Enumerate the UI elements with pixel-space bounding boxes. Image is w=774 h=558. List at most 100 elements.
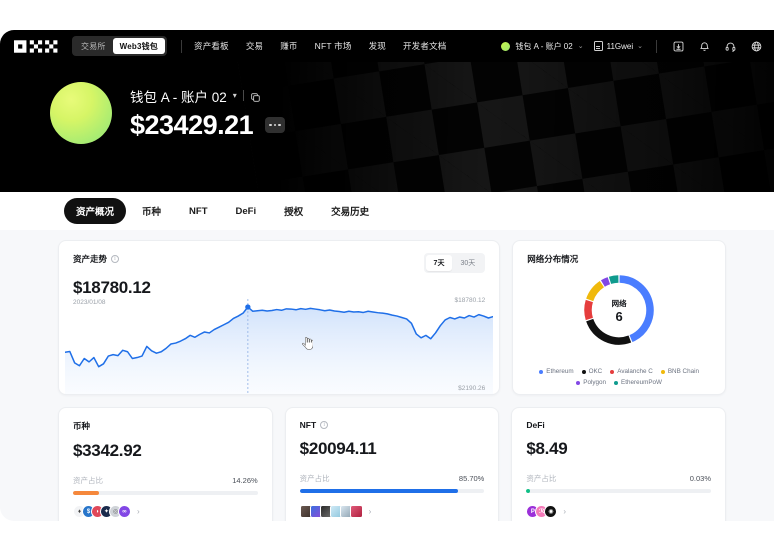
nav-right-group: 钱包 A - 账户 02 ⌄ 11Gwei ⌄ [501,38,764,54]
wallet-account-selector[interactable]: 钱包 A - 账户 02 ▾ [130,86,285,106]
tab-transaction-history[interactable]: 交易历史 [331,207,370,218]
chevron-right-icon[interactable]: › [563,507,567,516]
top-navigation-bar: 交易所 Web3钱包 资产看板 交易 赚币 NFT 市场 发现 开发者文档 钱包… [0,30,774,62]
nav-link-developer-docs[interactable]: 开发者文档 [402,41,447,51]
tab-nft[interactable]: NFT [189,205,208,217]
token-ratio-label: 资产占比 [73,476,103,485]
tab-defi[interactable]: DeFi [235,205,257,217]
token-ratio-bar [73,491,258,495]
app-page: 交易所 Web3钱包 资产看板 交易 赚币 NFT 市场 发现 开发者文档 钱包… [0,30,774,521]
nav-link-nft-market[interactable]: NFT 市场 [314,41,352,51]
donut-segment-okc[interactable] [586,318,632,345]
divider [242,90,244,101]
nav-divider [181,39,183,53]
token-card-value: $3342.92 [73,441,142,460]
switcher-exchange[interactable]: 交易所 [81,41,106,51]
avatar [50,82,112,144]
nft-card-title: NFT i [300,420,485,430]
donut-segment-bnb-chain[interactable] [586,281,605,302]
tab-bar: 资产概况 币种 NFT DeFi 授权 交易历史 [0,192,774,230]
nft-summary-card[interactable]: NFT i $20094.11 资产占比 85.70% [284,407,500,521]
defi-summary-card[interactable]: DeFi $8.49 资产占比 0.03% P ℛ ◉ › [511,407,727,521]
legend-item-ethereum[interactable]: Ethereum [539,368,574,375]
token-ratio-value: 14.26% [232,476,258,485]
nft-ratio-label: 资产占比 [299,474,330,483]
network-legend: Ethereum OKC Avalanche C BNB Chain Polyg… [521,368,717,386]
range-7d[interactable]: 7天 [425,255,453,271]
tab-overview[interactable]: 资产概况 [64,198,127,224]
chevron-down-icon: ⌄ [577,43,584,50]
download-icon[interactable] [670,38,686,54]
defi-ratio-value: 0.03% [689,474,712,483]
defi-ratio-bar [526,489,712,493]
asset-trend-date: 2023/01/08 [73,299,106,306]
asset-trend-chart[interactable]: $18780.12 $2190.26 [65,297,494,394]
headset-icon[interactable] [722,38,738,54]
network-donut-chart [513,271,725,349]
nft-card-value: $20094.11 [299,439,377,458]
donut-segment-avalanche-c[interactable] [584,299,594,321]
defi-card-title: DeFi [526,420,545,430]
product-switcher[interactable]: 交易所 Web3钱包 [72,36,168,56]
donut-segment-ethereumpow[interactable] [609,275,619,284]
donut-center-text: 网络 6 [513,298,725,324]
mouse-cursor [302,337,314,350]
nft-thumb-6 [349,505,363,518]
token-summary-card[interactable]: 币种 $3342.92 资产占比 14.26% ♦ $ ◗ ✦ ◎ [58,407,273,521]
nft-icon-row[interactable]: › [299,505,372,518]
chevron-right-icon[interactable]: › [368,507,372,516]
info-icon[interactable]: i [320,421,329,429]
defi-card-value: $8.49 [526,439,568,458]
globe-icon[interactable] [748,38,764,54]
legend-item-avalanche-c[interactable]: Avalanche C [610,368,653,375]
token-purple-icon: ∞ [118,505,131,518]
range-30d[interactable]: 30天 [460,260,476,267]
wallet-account-name: 钱包 A - 账户 02 [130,89,227,105]
chevron-right-icon[interactable]: › [137,507,140,516]
nav-link-discover[interactable]: 发现 [368,41,386,51]
tab-tokens[interactable]: 币种 [142,207,162,218]
nav-divider [656,39,657,53]
gas-price-label: 11Gwei [606,41,634,51]
protocol-black-icon: ◉ [544,505,558,518]
nft-ratio-value: 85.70% [458,474,485,483]
total-balance: $23429.21 [130,109,254,140]
okx-logo[interactable] [14,39,58,53]
nav-link-assets[interactable]: 资产看板 [194,41,229,51]
main-content: 资产走势 i 7天 30天 $18780.12 2023/01/08 [0,230,774,521]
nft-ratio-bar [299,489,485,493]
nav-links: 资产看板 交易 赚币 NFT 市场 发现 开发者文档 [194,40,446,52]
account-avatar-icon [501,41,511,51]
legend-item-bnb-chain[interactable]: BNB Chain [660,368,699,375]
info-icon[interactable]: i [111,255,120,263]
tab-approvals[interactable]: 授权 [284,207,304,218]
copy-icon[interactable] [250,90,261,102]
donut-segment-polygon[interactable] [601,277,611,287]
account-selector[interactable]: 钱包 A - 账户 02 ⌄ [501,41,584,52]
chevron-down-icon: ⌄ [637,43,643,50]
asset-trend-title: 资产走势 i [73,253,120,265]
donut-segment-ethereum[interactable] [619,275,654,343]
token-card-title: 币种 [73,421,91,431]
donut-center-value: 6 [615,309,623,324]
legend-item-okc[interactable]: OKC [581,368,602,375]
network-distribution-title: 网络分布情况 [527,254,579,264]
bell-icon[interactable] [696,38,712,54]
range-selector[interactable]: 7天 30天 [423,253,486,273]
more-options-button[interactable] [265,117,286,133]
chart-axis-bottom-label: $2190.26 [458,385,486,392]
asset-trend-value: $18780.12 [73,278,151,297]
switcher-web3-wallet[interactable]: Web3钱包 [112,38,166,54]
legend-item-polygon[interactable]: Polygon [576,379,606,386]
gas-icon [593,41,603,51]
nav-link-trade[interactable]: 交易 [245,41,264,51]
gas-price-selector[interactable]: 11Gwei ⌄ [593,41,643,51]
chart-axis-top-label: $18780.12 [454,297,486,304]
chevron-down-icon: ▾ [232,91,237,100]
legend-item-ethereumpow[interactable]: EthereumPoW [614,379,662,386]
network-distribution-card: 网络分布情况 网络 6 Ethereum OKC Avalan [512,240,726,395]
hero-banner: 钱包 A - 账户 02 ▾ $23429.21 [0,62,774,192]
nav-link-earn[interactable]: 赚币 [280,41,298,51]
token-icon-row[interactable]: ♦ $ ◗ ✦ ◎ ∞ › [73,505,140,518]
defi-icon-row[interactable]: P ℛ ◉ › [526,505,566,518]
